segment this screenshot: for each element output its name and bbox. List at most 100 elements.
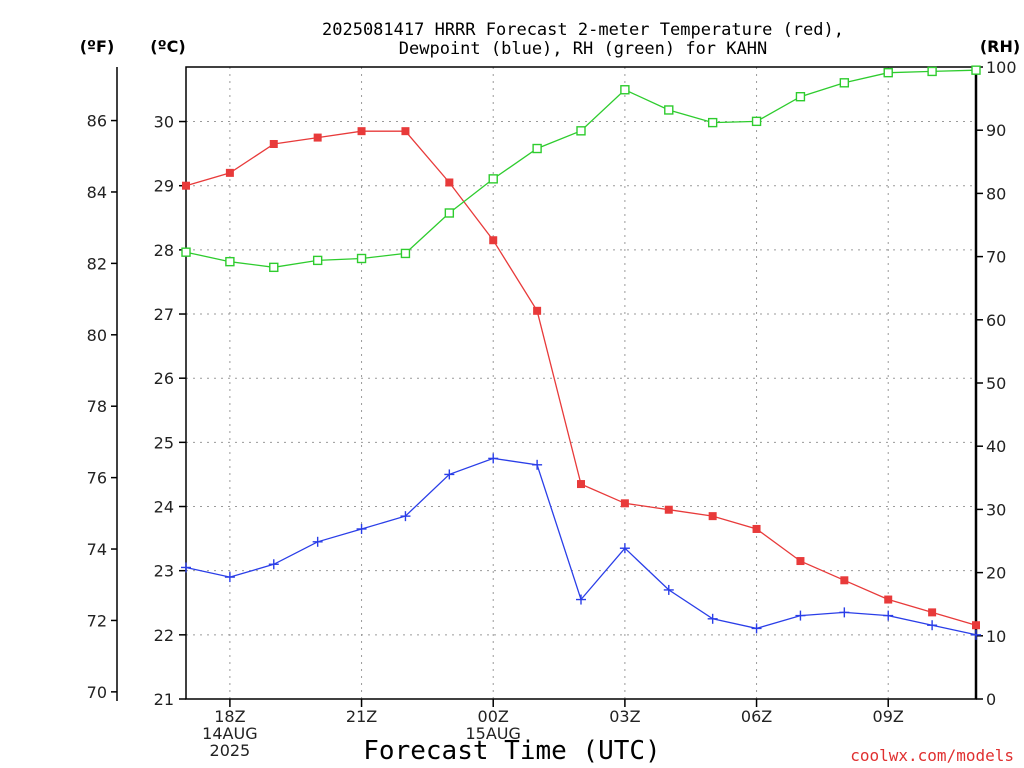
fahrenheit-tick-label: 86 bbox=[87, 112, 107, 131]
rh-point bbox=[971, 65, 981, 75]
rh-tick-label: 70 bbox=[986, 248, 1006, 267]
temperature-point bbox=[972, 621, 980, 630]
x-tick-label: 03Z bbox=[609, 707, 640, 726]
dewpoint-point bbox=[181, 562, 191, 573]
celsius-tick-label: 28 bbox=[154, 241, 174, 260]
rh-tick-label: 40 bbox=[986, 437, 1006, 456]
celsius-tick-label: 23 bbox=[154, 562, 174, 581]
dewpoint-point bbox=[839, 607, 850, 618]
rh-point bbox=[488, 174, 498, 184]
rh-tick-label: 60 bbox=[986, 311, 1006, 330]
rh-point bbox=[839, 78, 850, 88]
rh-point bbox=[751, 116, 762, 127]
x-tick-label: 00Z bbox=[478, 707, 509, 726]
temperature-point bbox=[269, 139, 278, 148]
dewpoint-point bbox=[663, 584, 674, 595]
dewpoint-point bbox=[224, 572, 235, 583]
fahrenheit-tick-label: 76 bbox=[87, 469, 107, 488]
temperature-point bbox=[884, 595, 893, 604]
temperature-point bbox=[357, 127, 366, 136]
fahrenheit-tick-label: 78 bbox=[87, 397, 107, 416]
rh-tick-label: 80 bbox=[986, 184, 1006, 203]
dewpoint-point bbox=[619, 543, 630, 554]
temperature-point bbox=[620, 499, 629, 508]
fahrenheit-tick-label: 82 bbox=[87, 254, 107, 273]
rh-tick-label: 0 bbox=[986, 690, 996, 709]
grid-layer bbox=[186, 67, 976, 699]
x-tick-label: 18Z bbox=[214, 707, 245, 726]
celsius-tick-label: 26 bbox=[154, 369, 174, 388]
celsius-tick-label: 22 bbox=[154, 626, 174, 645]
rh-tick-label: 90 bbox=[986, 121, 1006, 140]
temperature-point bbox=[401, 127, 410, 136]
rh-tick-label: 50 bbox=[986, 374, 1006, 393]
temperature-point bbox=[489, 236, 498, 245]
dewpoint-point bbox=[707, 613, 718, 624]
celsius-tick-label: 29 bbox=[154, 177, 174, 196]
rh-point bbox=[795, 92, 806, 102]
dewpoint-point bbox=[268, 559, 279, 570]
rh-point bbox=[225, 256, 235, 267]
dewpoint-point bbox=[927, 620, 938, 631]
rh-point bbox=[400, 248, 411, 259]
temperature-line bbox=[185, 130, 977, 626]
dewpoint-point bbox=[488, 453, 499, 464]
celsius-tick-label: 24 bbox=[154, 498, 174, 517]
temperature-point bbox=[796, 557, 805, 566]
fahrenheit-tick-label: 70 bbox=[87, 683, 107, 702]
rh-point bbox=[532, 143, 542, 154]
rh-point bbox=[620, 85, 630, 95]
temperature-point bbox=[664, 505, 673, 514]
x-axis-label: Forecast Time (UTC) bbox=[363, 736, 660, 766]
fahrenheit-tick-label: 74 bbox=[87, 540, 107, 559]
temperature-point bbox=[445, 178, 454, 187]
rh-point bbox=[927, 66, 937, 77]
rh-line bbox=[185, 69, 977, 268]
axes-layer bbox=[111, 66, 983, 707]
temperature-point bbox=[182, 181, 190, 190]
x-tick-label: 09Z bbox=[873, 707, 904, 726]
fahrenheit-tick-label: 80 bbox=[87, 326, 107, 345]
rh-point bbox=[707, 117, 718, 128]
celsius-tick-label: 30 bbox=[154, 113, 174, 132]
temperature-point bbox=[225, 168, 234, 177]
x-tick-label: 14AUG bbox=[202, 724, 257, 743]
x-tick-label: 2025 bbox=[210, 741, 251, 760]
celsius-tick-label: 21 bbox=[154, 690, 174, 709]
celsius-unit-label: (ºC) bbox=[150, 37, 185, 56]
fahrenheit-unit-label: (ºF) bbox=[80, 37, 115, 56]
rh-point bbox=[883, 67, 893, 78]
rh-point bbox=[312, 255, 323, 266]
temperature-point bbox=[313, 133, 322, 142]
celsius-tick-label: 27 bbox=[154, 305, 174, 324]
fahrenheit-tick-label: 84 bbox=[87, 183, 107, 202]
temperature-point bbox=[752, 524, 761, 533]
dewpoint-point bbox=[971, 629, 981, 640]
rh-point bbox=[576, 126, 586, 136]
rh-point bbox=[181, 247, 191, 257]
rh-tick-label: 100 bbox=[986, 58, 1017, 77]
chart-title-line2: Dewpoint (blue), RH (green) for KAHN bbox=[399, 39, 767, 59]
dewpoint-point bbox=[356, 523, 367, 534]
x-tick-label: 21Z bbox=[346, 707, 377, 726]
rh-tick-label: 10 bbox=[986, 627, 1006, 646]
x-tick-label: 06Z bbox=[741, 707, 772, 726]
temperature-point bbox=[533, 306, 542, 315]
dewpoint-point bbox=[444, 469, 455, 480]
tick-labels-layer: 70 72 74 76 78 80 82 84 86 21 22 23 24 25 26 27 28 29 30 0 1… bbox=[87, 58, 1017, 760]
celsius-tick-label: 25 bbox=[154, 433, 174, 452]
temperature-point bbox=[577, 480, 585, 489]
credit-text: coolwx.com/models bbox=[850, 746, 1014, 765]
rh-point bbox=[444, 208, 455, 218]
dewpoint-point bbox=[751, 623, 762, 634]
dewpoint-point bbox=[576, 594, 586, 605]
temperature-point bbox=[928, 608, 937, 617]
temperature-point bbox=[708, 512, 717, 521]
temperature-point bbox=[840, 576, 849, 585]
x-tick-label: 15AUG bbox=[466, 724, 521, 743]
rh-tick-label: 30 bbox=[986, 500, 1006, 519]
rh-point bbox=[664, 105, 674, 115]
dewpoint-point bbox=[883, 610, 894, 621]
dewpoint-point bbox=[400, 511, 411, 522]
